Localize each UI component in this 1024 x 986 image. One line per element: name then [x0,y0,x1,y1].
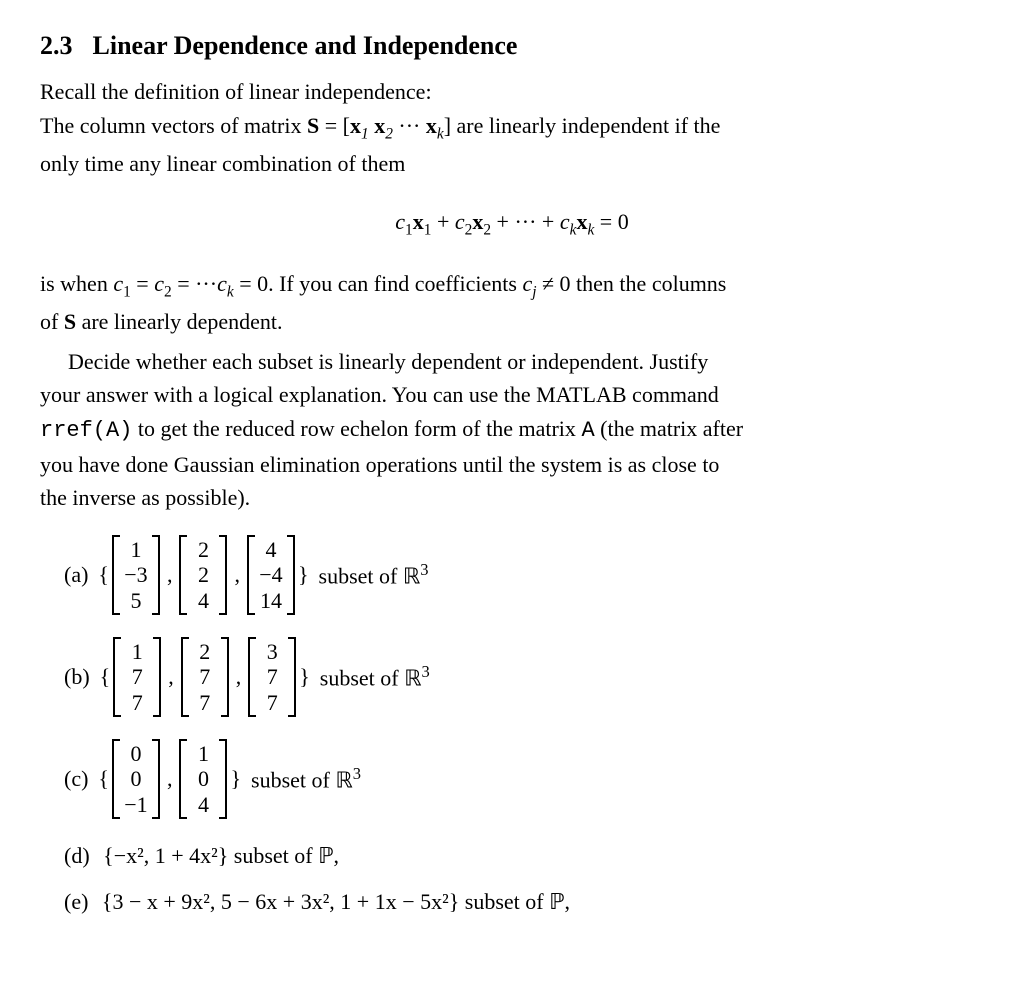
item-d-poly: {−x², 1 + 4x²} subset of ℙ, [103,843,339,868]
section-title: Linear Dependence and Independence [93,31,518,60]
vector-b1: 1 7 7 [113,637,161,717]
vector-a2: 2 2 4 [179,535,227,615]
para2-line2: of S are linearly dependent. [40,307,984,337]
vector-b3: 3 7 7 [248,637,296,717]
item-d: (d) {−x², 1 + 4x²} subset of ℙ, [64,841,984,871]
section-number: 2.3 [40,31,73,60]
item-c-label: (c) [64,764,88,794]
para3-line5: the inverse as possible). [40,483,984,513]
vector-a1: 1 −3 5 [112,535,160,615]
item-e-poly: {3 − x + 9x², 5 − 6x + 3x², 1 + 1x − 5x²… [102,889,570,914]
vector-a3: 4 −4 14 [247,535,295,615]
item-b-label: (b) [64,662,90,692]
display-equation: c1x1 + c2x2 + ··· + ckxk = 0 [40,207,984,241]
item-b: (b) { 1 7 7 , 2 7 7 , 3 7 7 } subset of … [64,637,984,717]
para3-line3: rref(A) to get the reduced row echelon f… [40,414,984,446]
intro-line3: only time any linear combination of them [40,149,984,179]
item-a: (a) { 1 −3 5 , 2 2 4 , 4 −4 14 } subset … [64,535,984,615]
vector-b2: 2 7 7 [181,637,229,717]
para2-line1: is when c1 = c2 = ···ck = 0. If you can … [40,269,984,303]
item-c: (c) { 0 0 −1 , 1 0 4 } subset of ℝ3 [64,739,984,819]
intro-line2: The column vectors of matrix S = [x1 x2 … [40,111,984,145]
vector-c1: 0 0 −1 [112,739,160,819]
intro-line1: Recall the definition of linear independ… [40,77,984,107]
item-e-label: (e) [64,889,88,914]
para3-line1: Decide whether each subset is linearly d… [40,347,984,377]
para3-line2: your answer with a logical explanation. … [40,380,984,410]
item-a-label: (a) [64,560,88,590]
item-d-label: (d) [64,843,90,868]
item-e: (e) {3 − x + 9x², 5 − 6x + 3x², 1 + 1x −… [64,887,984,917]
para3-line4: you have done Gaussian elimination opera… [40,450,984,480]
vector-c2: 1 0 4 [179,739,227,819]
section-heading: 2.3 Linear Dependence and Independence [40,28,984,63]
